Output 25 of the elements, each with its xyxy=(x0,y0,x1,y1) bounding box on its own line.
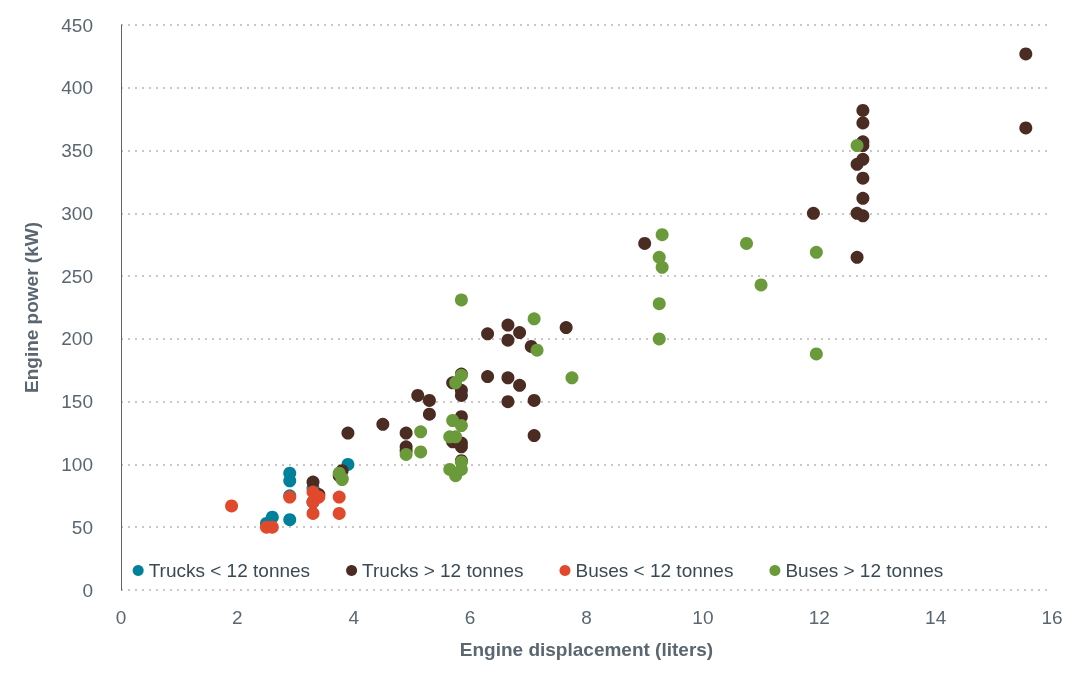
y-tick-label: 450 xyxy=(61,14,93,36)
x-axis-title: Engine displacement (liters) xyxy=(459,639,714,660)
x-tick-label: 16 xyxy=(1041,607,1063,628)
x-tick-label: 12 xyxy=(808,607,830,628)
x-tick-label: 10 xyxy=(692,607,714,628)
y-tick-label: 100 xyxy=(61,453,93,475)
y-tick-label: 400 xyxy=(61,77,93,99)
y-tick-label: 50 xyxy=(71,516,93,538)
x-tick-label: 2 xyxy=(232,607,243,628)
y-tick-label: 300 xyxy=(61,202,93,224)
legend-label: Buses > 12 tonnes xyxy=(785,560,944,581)
x-tick-label: 14 xyxy=(925,607,947,628)
legend-label: Buses < 12 tonnes xyxy=(575,560,734,581)
x-tick-label: 4 xyxy=(348,607,360,628)
legend-label: Trucks > 12 tonnes xyxy=(362,560,524,581)
y-tick-label: 250 xyxy=(61,265,93,287)
x-tick-label: 6 xyxy=(464,607,476,628)
y-axis-title: Engine power (kW) xyxy=(21,222,42,393)
y-tick-label: 150 xyxy=(61,391,93,413)
y-tick-label: 350 xyxy=(61,140,93,162)
y-tick-label: 200 xyxy=(61,328,93,350)
y-tick-label: 0 xyxy=(82,579,93,601)
legend-label: Trucks < 12 tonnes xyxy=(148,560,311,581)
x-tick-label: 8 xyxy=(581,607,592,628)
x-tick-label: 0 xyxy=(115,607,127,628)
